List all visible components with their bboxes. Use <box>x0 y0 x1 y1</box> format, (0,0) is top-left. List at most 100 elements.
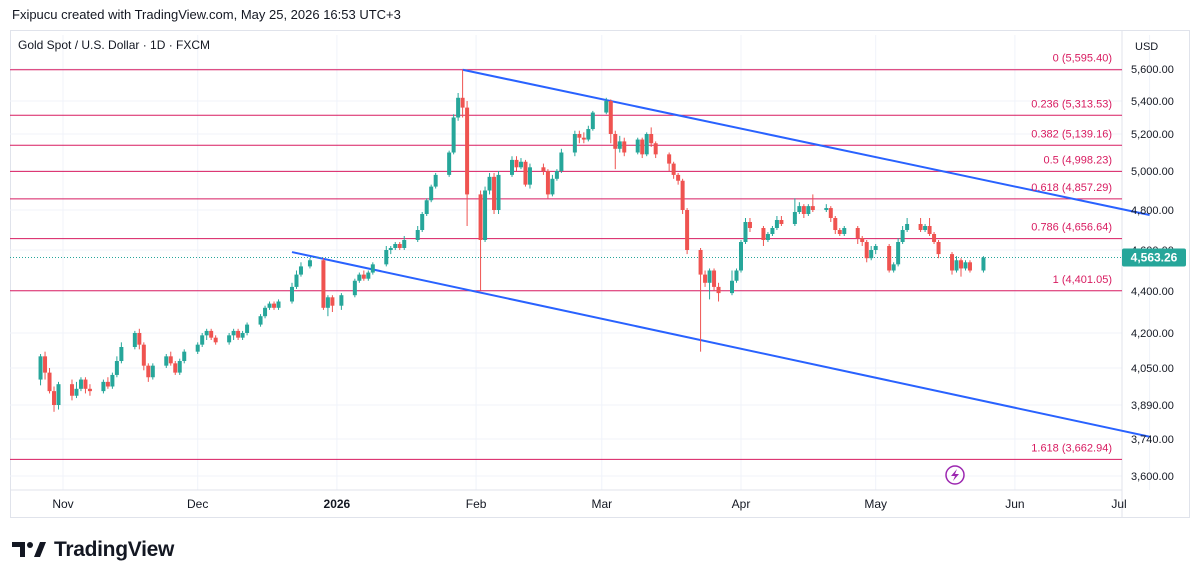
candle-body <box>141 344 146 366</box>
candle <box>164 354 169 368</box>
candle-body <box>833 218 838 230</box>
candle <box>743 218 748 244</box>
candle-body <box>510 159 514 175</box>
candle <box>622 137 627 157</box>
candle <box>959 258 963 277</box>
candle <box>685 208 690 255</box>
candle-body <box>240 333 245 338</box>
candle <box>810 194 815 212</box>
candle-body <box>860 238 865 242</box>
candle-body <box>680 180 685 210</box>
candle <box>698 248 703 352</box>
candle <box>590 110 595 131</box>
candle <box>613 130 618 170</box>
candle-body <box>231 330 236 336</box>
candle-body <box>307 260 312 267</box>
candle-body <box>649 134 654 144</box>
candle <box>137 328 142 350</box>
candle-body <box>981 257 986 271</box>
candle <box>967 260 972 273</box>
candle <box>510 156 514 177</box>
candle <box>263 305 268 319</box>
fib-label: 0.5 (4,998.23) <box>1044 154 1113 166</box>
candle <box>209 328 214 340</box>
candle <box>393 242 398 250</box>
candle <box>213 335 218 345</box>
candle <box>680 178 685 214</box>
candle <box>932 232 937 244</box>
candle-body <box>774 220 779 228</box>
candle-body <box>357 274 362 281</box>
candle <box>487 172 492 195</box>
candle <box>869 246 874 261</box>
candle <box>366 270 371 281</box>
candle <box>272 301 277 310</box>
candle <box>78 377 83 392</box>
candle-body <box>424 200 429 214</box>
candle <box>797 202 802 214</box>
candle-body <box>743 222 748 242</box>
candle-body <box>429 186 434 201</box>
candle <box>460 69 465 118</box>
candle-body <box>545 171 550 195</box>
candle <box>150 363 155 380</box>
candle-body <box>613 134 618 149</box>
candle-body <box>393 244 398 248</box>
x-tick-label: 2026 <box>324 497 351 511</box>
candle-body <box>456 97 461 118</box>
candle-body <box>635 139 640 153</box>
candle <box>523 159 528 187</box>
chart-canvas[interactable]: 0 (5,595.40) 0.236 (5,313.53) 0.382 (5,139… <box>0 0 1200 530</box>
candle-body <box>698 250 703 275</box>
candle-body <box>550 178 555 195</box>
footer-brand: TradingView <box>54 538 175 561</box>
candle-body <box>182 351 187 361</box>
candle <box>245 322 250 336</box>
candle <box>559 148 564 173</box>
candle <box>294 270 299 289</box>
candle <box>227 333 232 345</box>
tradingview-logo-icon <box>12 542 46 557</box>
footer-logo[interactable]: TradingView <box>12 536 174 564</box>
lightning-icon[interactable] <box>945 465 965 485</box>
candle-body <box>554 171 559 179</box>
candle-body <box>204 330 209 336</box>
candle-body <box>855 228 860 238</box>
candle-body <box>200 335 205 345</box>
candle <box>402 236 407 250</box>
candle <box>456 93 461 121</box>
candle-body <box>932 234 937 242</box>
candle-body <box>258 316 263 325</box>
candle-body <box>105 381 110 387</box>
candle-body <box>492 176 497 210</box>
candle-body <box>703 274 708 283</box>
candle <box>527 163 532 189</box>
grid-layer <box>10 31 1151 517</box>
candle-body <box>963 262 968 269</box>
candle-body <box>761 228 766 240</box>
candle <box>779 216 784 226</box>
candle <box>824 204 829 212</box>
candle-body <box>227 335 232 343</box>
candle-body <box>56 384 61 405</box>
candle-body <box>887 246 892 271</box>
candle-body <box>918 224 923 230</box>
chart-frame[interactable] <box>10 30 1190 518</box>
header-credit: Fxipucu created with TradingView.com, Ma… <box>12 7 401 22</box>
candle <box>424 198 429 216</box>
candle-body <box>478 194 483 240</box>
candle <box>173 361 178 375</box>
last-price-badge: 4,563.26 <box>1122 248 1186 267</box>
candle <box>774 216 779 230</box>
currency-label[interactable]: USD <box>1135 41 1158 53</box>
candle <box>447 150 452 177</box>
fib-label: 0 (5,595.40) <box>1053 53 1112 65</box>
candle-body <box>87 388 92 392</box>
candle-body <box>514 159 519 168</box>
candle-body <box>447 152 452 175</box>
candle <box>792 198 797 226</box>
candle <box>146 363 151 382</box>
x-tick-label: Nov <box>52 497 73 511</box>
candle <box>397 242 402 250</box>
candle <box>47 368 52 394</box>
